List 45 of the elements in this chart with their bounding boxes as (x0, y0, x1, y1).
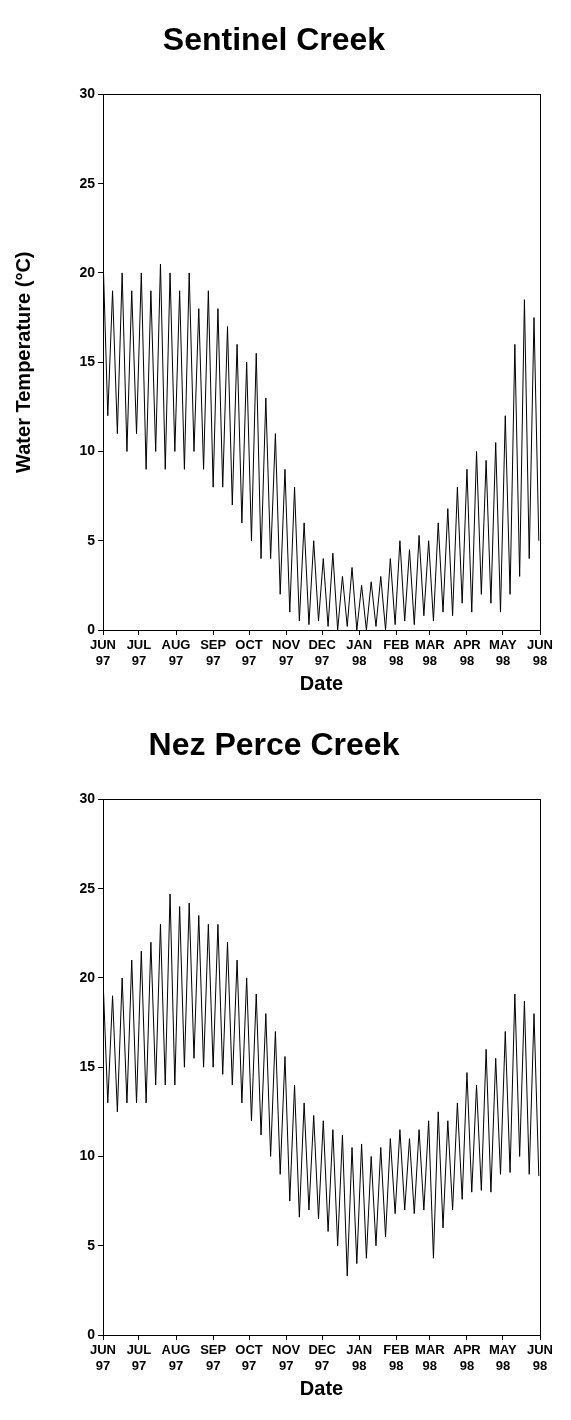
y-tick-label: 15 (79, 353, 96, 370)
x-tick-label: OCT 97 (235, 637, 263, 668)
x-tick-label: AUG 97 (161, 1342, 191, 1373)
x-tick-label: JUN 97 (89, 1342, 117, 1373)
y-tick-label: 10 (79, 442, 96, 459)
x-tick-label: SEP 97 (200, 1342, 227, 1373)
x-tick-label: OCT 97 (235, 1342, 263, 1373)
y-tick-label: 5 (87, 1236, 96, 1253)
y-tick-label: 20 (79, 263, 96, 280)
x-tick-label: SEP 97 (200, 637, 227, 668)
y-tick-label: 0 (87, 620, 96, 637)
x-tick-label: JUL 97 (126, 637, 152, 668)
y-tick-label: 20 (79, 968, 96, 985)
x-tick-label: JUN 98 (526, 637, 554, 668)
y-axis-title: Water Temperature (°C) (11, 251, 34, 473)
x-tick-label: NOV 97 (272, 637, 301, 668)
x-axis-title: Date (299, 1376, 344, 1399)
y-tick-label: 10 (79, 1147, 96, 1164)
x-tick-label: FEB 98 (383, 1342, 410, 1373)
chart-title: Nez Perce Creek (148, 726, 400, 763)
x-tick-label: MAY 98 (489, 637, 518, 668)
x-tick-label: NOV 97 (272, 1342, 301, 1373)
x-tick-label: DEC 97 (308, 1342, 337, 1373)
y-tick-label: 30 (79, 85, 96, 102)
y-tick-label: 5 (87, 531, 96, 548)
x-tick-label: AUG 97 (161, 637, 191, 668)
x-tick-label: JUN 97 (89, 637, 117, 668)
x-tick-label: MAY 98 (489, 1342, 518, 1373)
x-tick-label: JUL 97 (126, 1342, 152, 1373)
x-tick-label: JAN 98 (346, 1342, 373, 1373)
x-axis-title: Date (299, 671, 344, 694)
x-tick-label: MAR 98 (415, 637, 446, 668)
y-tick-label: 0 (87, 1325, 96, 1342)
x-tick-label: DEC 97 (308, 637, 337, 668)
y-tick-label: 30 (79, 790, 96, 807)
chart-title: Sentinel Creek (162, 21, 386, 58)
y-tick-label: 25 (79, 879, 96, 896)
x-tick-label: MAR 98 (415, 1342, 446, 1373)
x-tick-label: FEB 98 (383, 637, 410, 668)
x-tick-label: JAN 98 (346, 637, 373, 668)
x-tick-label: APR 98 (453, 1342, 482, 1373)
y-tick-label: 25 (79, 174, 96, 191)
y-tick-label: 15 (79, 1058, 96, 1075)
x-tick-label: APR 98 (453, 637, 482, 668)
x-tick-label: JUN 98 (526, 1342, 554, 1373)
